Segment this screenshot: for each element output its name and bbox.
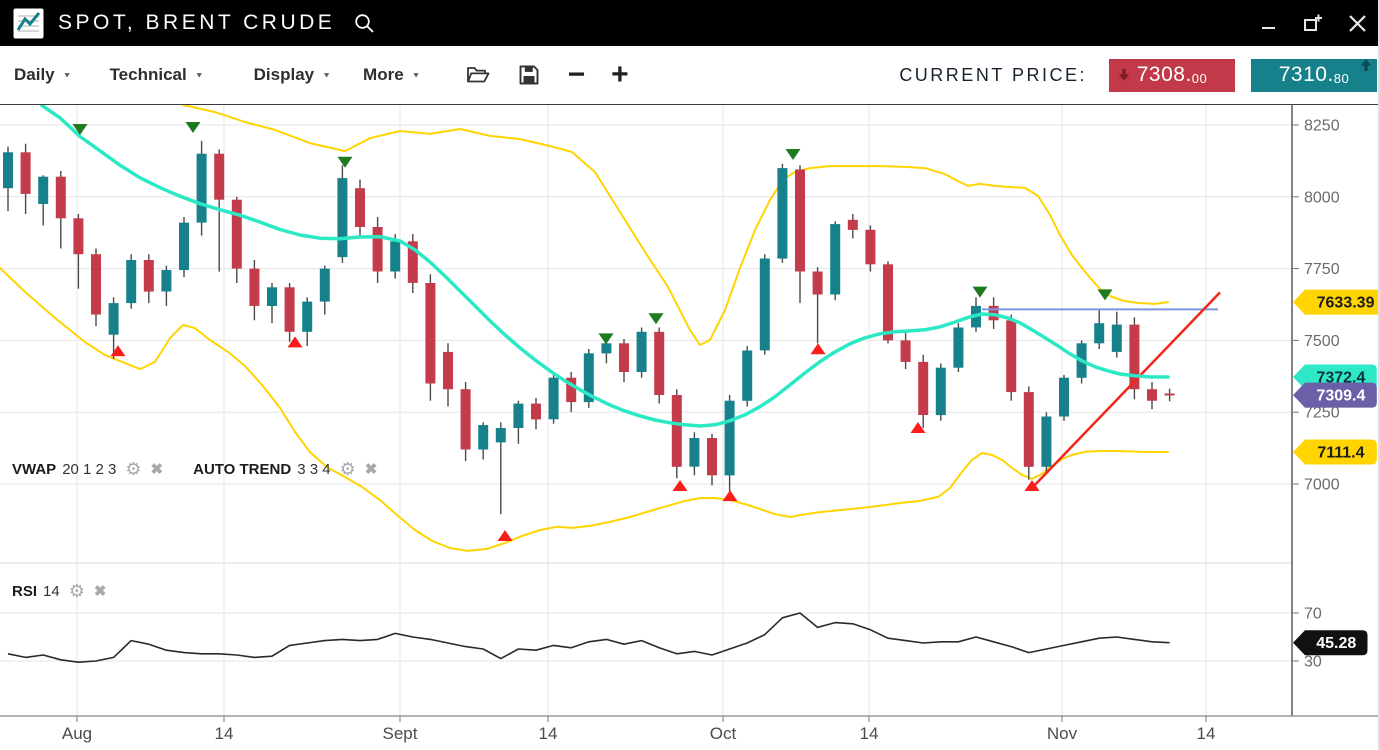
buy-signal-icon xyxy=(1024,480,1040,491)
current-price-label: CURRENT PRICE: xyxy=(899,64,1087,85)
bid-price-badge: 7308. 00 xyxy=(1109,58,1235,92)
technical-dropdown[interactable]: Technical ▼ xyxy=(110,65,204,85)
svg-text:7250: 7250 xyxy=(1304,405,1340,422)
ask-price-decimals: 80 xyxy=(1333,71,1350,86)
interval-dropdown-label: Daily xyxy=(14,65,55,84)
window-title: SPOT, BRENT CRUDE xyxy=(58,11,336,34)
save-icon[interactable] xyxy=(518,64,540,86)
svg-text:7111.4: 7111.4 xyxy=(1317,445,1364,462)
svg-text:45.28: 45.28 xyxy=(1316,635,1356,652)
svg-text:Nov: Nov xyxy=(1047,724,1078,743)
ask-price-value: 7310. xyxy=(1278,63,1334,86)
svg-text:7000: 7000 xyxy=(1304,477,1340,494)
interval-dropdown[interactable]: Daily ▼ xyxy=(14,65,72,85)
rsi-settings-gear-icon[interactable]: ⚙ xyxy=(68,580,85,601)
rsi-pane-legend: RSI 14 ⚙ ✖ xyxy=(12,580,107,601)
chevron-down-icon: ▼ xyxy=(322,70,332,80)
arrow-down-icon xyxy=(1118,64,1130,88)
svg-text:8250: 8250 xyxy=(1304,118,1340,135)
sell-signal-icon xyxy=(72,124,88,135)
ask-price-badge: 7310. 80 xyxy=(1251,58,1377,92)
axis-layer: 8250 8000 7750 7500 7250 7000 70 30 Aug 14 Sept 14 O… xyxy=(0,103,1380,743)
svg-text:14: 14 xyxy=(539,724,558,743)
auto-trend-indicator-label: AUTO TREND xyxy=(193,460,292,478)
svg-text:14: 14 xyxy=(1197,724,1216,743)
more-dropdown[interactable]: More ▼ xyxy=(363,65,421,85)
svg-text:8000: 8000 xyxy=(1304,189,1340,206)
sell-signal-icon xyxy=(972,286,988,298)
sell-signal-icon xyxy=(785,149,801,160)
sell-signal-icon xyxy=(185,122,201,133)
bid-price-decimals: 00 xyxy=(1191,71,1208,86)
app-logo-icon xyxy=(13,8,44,39)
minimize-button[interactable] xyxy=(1260,14,1278,32)
svg-text:7500: 7500 xyxy=(1304,333,1340,350)
vwap-indicator-params: 20 1 2 3 xyxy=(62,460,117,478)
rsi-indicator-label: RSI xyxy=(12,582,38,600)
svg-text:7633.39: 7633.39 xyxy=(1317,295,1375,312)
svg-text:7309.4: 7309.4 xyxy=(1316,388,1365,405)
rsi-line xyxy=(7,612,1170,664)
chevron-down-icon: ▼ xyxy=(194,70,204,80)
price-axis-badge xyxy=(1293,630,1368,656)
display-dropdown-label: Display xyxy=(253,65,315,84)
grid-layer xyxy=(0,105,1292,716)
open-folder-icon[interactable] xyxy=(465,63,490,87)
chevron-down-icon: ▼ xyxy=(62,70,72,80)
close-button[interactable] xyxy=(1347,13,1368,34)
vwap-remove-icon[interactable]: ✖ xyxy=(150,461,164,478)
buy-signal-icon xyxy=(910,422,926,433)
zoom-in-button[interactable]: + xyxy=(611,58,629,91)
svg-text:7750: 7750 xyxy=(1304,261,1340,278)
buy-signal-icon xyxy=(497,530,513,541)
price-axis-badge xyxy=(1293,382,1377,408)
sell-signal-icon xyxy=(648,313,664,325)
rsi-remove-icon[interactable]: ✖ xyxy=(93,583,107,600)
title-bar: SPOT, BRENT CRUDE xyxy=(0,0,1380,46)
more-dropdown-label: More xyxy=(363,65,404,84)
signal-markers xyxy=(72,122,1113,541)
svg-text:14: 14 xyxy=(215,724,234,743)
buy-signal-icon xyxy=(722,490,738,502)
popout-button[interactable] xyxy=(1302,13,1323,34)
buy-signal-icon xyxy=(672,480,688,491)
svg-text:Aug: Aug xyxy=(62,724,92,743)
vwap-settings-gear-icon[interactable]: ⚙ xyxy=(125,458,142,479)
technical-dropdown-label: Technical xyxy=(109,65,187,84)
svg-text:70: 70 xyxy=(1304,606,1322,623)
svg-text:14: 14 xyxy=(860,724,879,743)
zoom-out-button[interactable]: − xyxy=(567,58,586,91)
sell-signal-icon xyxy=(337,156,353,168)
price-pane-legend: VWAP 20 1 2 3 ⚙ ✖ AUTO TREND 3 3 4 ⚙ ✖ xyxy=(12,458,378,479)
vwap-line xyxy=(40,103,1170,428)
buy-signal-icon xyxy=(110,345,126,357)
rsi-indicator-params: 14 xyxy=(43,582,60,600)
bid-price-value: 7308. xyxy=(1136,63,1192,86)
trend-lines xyxy=(982,291,1221,486)
svg-text:7372.4: 7372.4 xyxy=(1316,370,1365,387)
svg-text:30: 30 xyxy=(1304,654,1322,671)
chevron-down-icon: ▼ xyxy=(411,70,421,80)
toolbar: Daily ▼ Technical ▼ Display ▼ More ▼ − +… xyxy=(0,46,1380,104)
svg-text:Oct: Oct xyxy=(710,724,737,743)
display-dropdown[interactable]: Display ▼ xyxy=(254,65,331,85)
arrow-up-icon xyxy=(1360,54,1372,78)
sell-signal-icon xyxy=(1097,289,1113,301)
auto-trend-remove-icon[interactable]: ✖ xyxy=(364,461,378,478)
vwap-indicator-label: VWAP xyxy=(12,460,57,478)
price-axis-badge xyxy=(1293,439,1377,465)
buy-signal-icon xyxy=(810,343,826,355)
svg-text:Sept: Sept xyxy=(383,724,418,743)
auto-trend-settings-gear-icon[interactable]: ⚙ xyxy=(339,458,356,479)
sell-signal-icon xyxy=(598,333,614,345)
auto-trend-indicator-params: 3 3 4 xyxy=(297,460,331,478)
search-icon[interactable] xyxy=(353,12,376,35)
buy-signal-icon xyxy=(287,336,303,348)
price-axis-badge xyxy=(1293,289,1380,315)
band-lines xyxy=(0,103,1169,552)
